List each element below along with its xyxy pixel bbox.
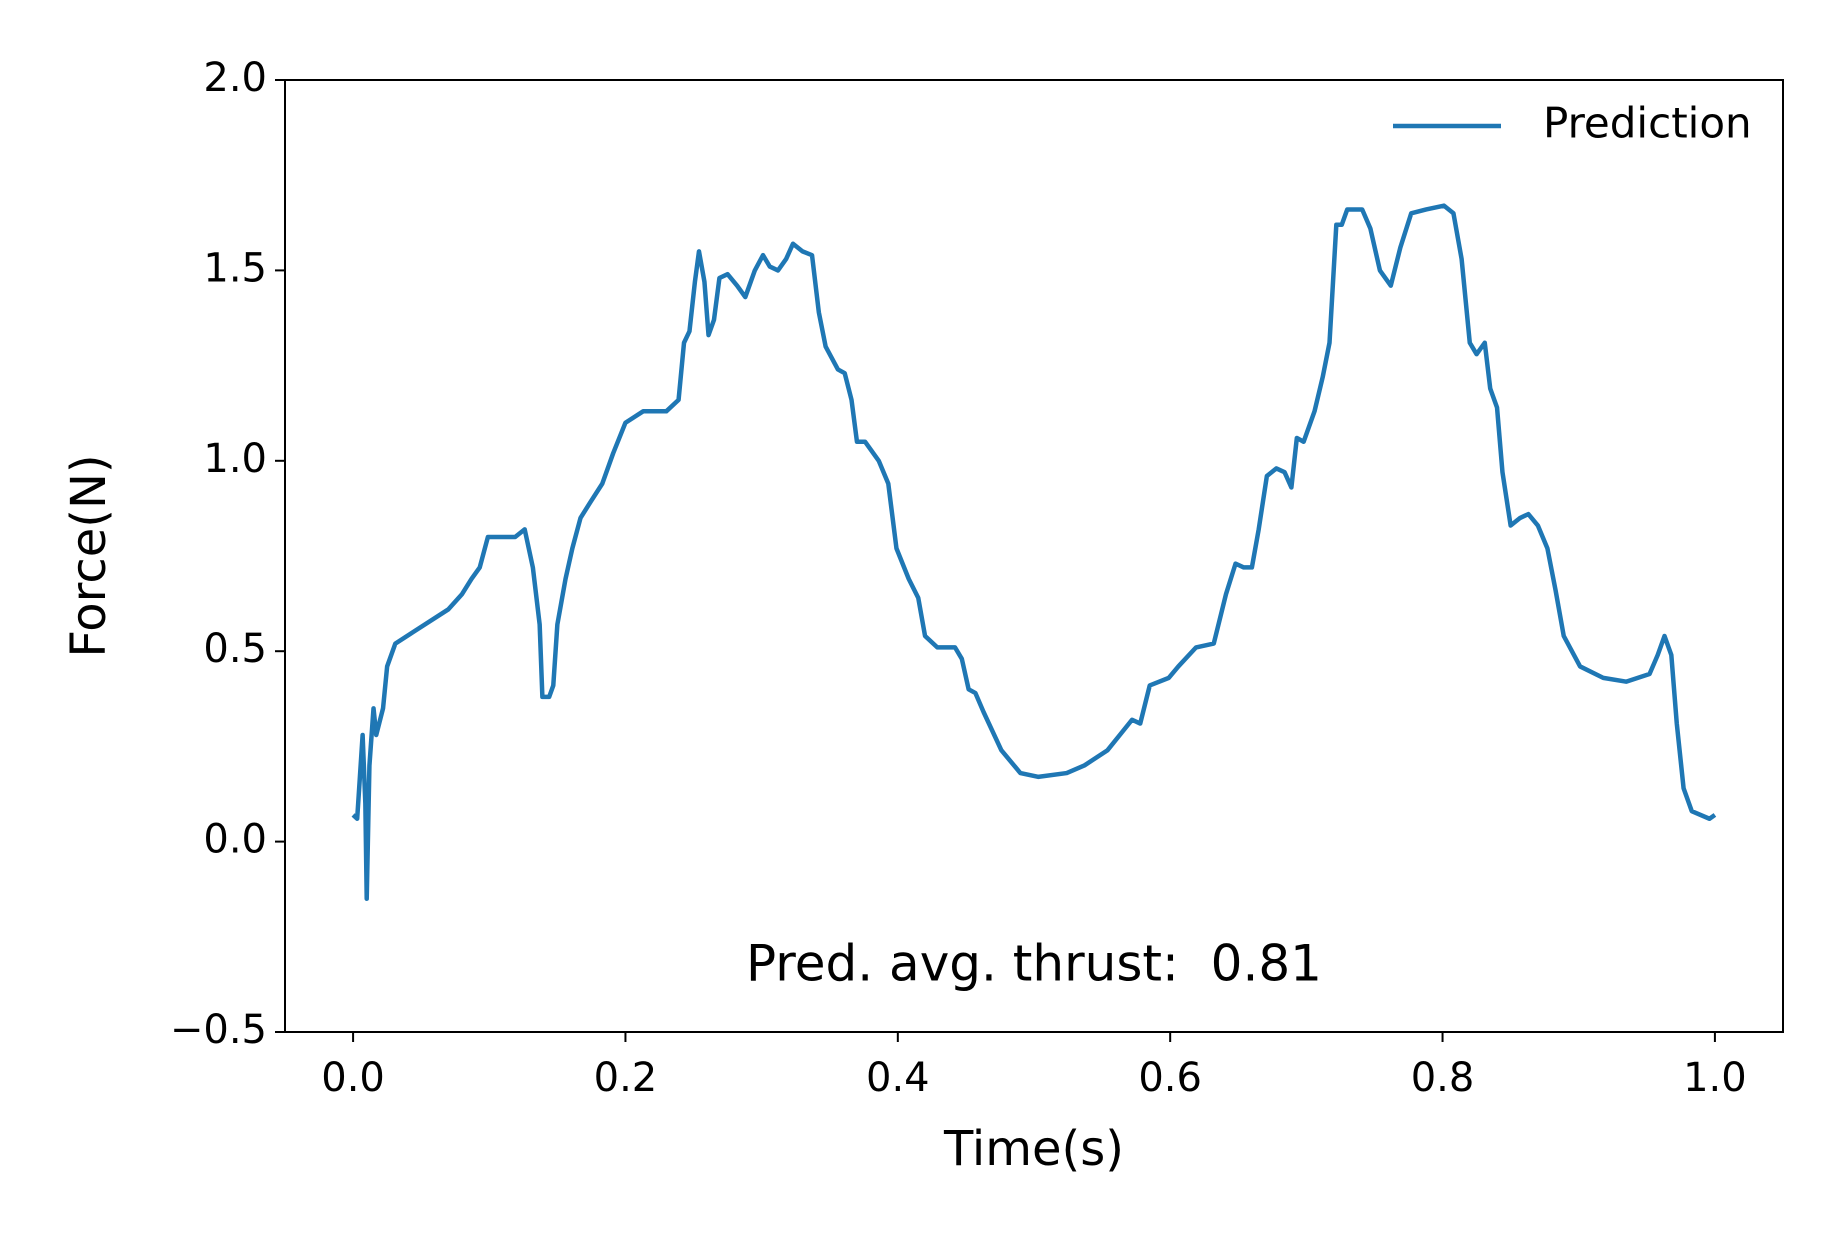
y-tick-label: 0.5: [203, 626, 267, 672]
x-tick-label: 0.2: [594, 1055, 658, 1101]
y-tick-label: 0.0: [203, 817, 267, 863]
x-tick-label: 1.0: [1683, 1055, 1747, 1101]
data-line: [351, 203, 1717, 901]
x-tick-label: 0.6: [1138, 1055, 1202, 1101]
x-tick-label: 0.0: [321, 1055, 385, 1101]
plot-frame: [284, 79, 1784, 1033]
legend-label: Prediction: [1543, 99, 1752, 148]
annotation: Pred. avg. thrust: 0.81: [746, 935, 1322, 993]
y-tick-label: 1.0: [203, 436, 267, 482]
y-tick-label: 2.0: [203, 55, 267, 101]
x-axis-label: Time(s): [943, 1121, 1124, 1177]
y-axis-label: Force(N): [61, 454, 117, 657]
y-tick-label: −0.5: [170, 1007, 267, 1053]
x-tick-label: 0.4: [866, 1055, 930, 1101]
x-tick-label: 0.8: [1411, 1055, 1475, 1101]
y-tick-label: 1.5: [203, 245, 267, 291]
